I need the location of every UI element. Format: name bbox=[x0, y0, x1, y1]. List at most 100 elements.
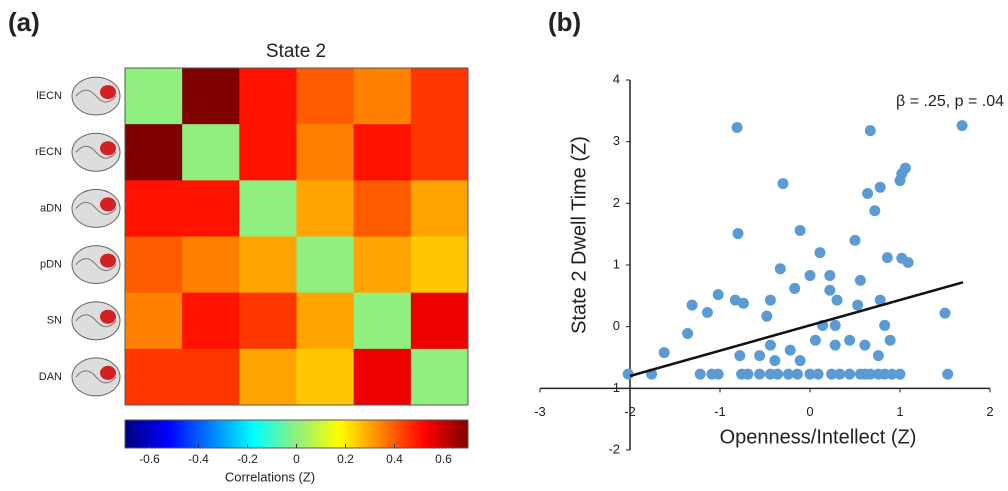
y-tick-label: 1 bbox=[613, 256, 620, 271]
scatter-point bbox=[764, 294, 776, 306]
heatmap-cell bbox=[353, 292, 412, 350]
heatmap-cell bbox=[353, 348, 412, 406]
heatmap-cell bbox=[182, 180, 240, 237]
scatter-point bbox=[886, 368, 898, 380]
scatter-point bbox=[809, 334, 821, 346]
scatter-point bbox=[812, 368, 824, 380]
heatmap-cell bbox=[125, 68, 183, 125]
row-label: rECN bbox=[35, 146, 62, 158]
heatmap-cell bbox=[296, 292, 355, 350]
scatter-point bbox=[829, 339, 841, 351]
x-tick-label: -3 bbox=[534, 404, 546, 419]
x-axis-label: Openness/Intellect (Z) bbox=[720, 426, 917, 448]
matrix-border bbox=[124, 67, 469, 406]
heatmap-cell bbox=[410, 292, 469, 350]
colorbar-tick-label: -0.4 bbox=[188, 452, 209, 466]
scatter-point bbox=[942, 368, 954, 380]
scatter-point bbox=[732, 228, 744, 240]
colorbar-tick-label: 0 bbox=[293, 452, 300, 466]
brain-icon-fold bbox=[75, 145, 117, 159]
colorbar-tick-label: 0.6 bbox=[435, 452, 452, 466]
scatter-point bbox=[859, 339, 871, 351]
x-tick-label: 1 bbox=[896, 404, 903, 419]
scatter-point bbox=[686, 299, 698, 311]
scatter-point bbox=[939, 307, 951, 319]
scatter-point bbox=[852, 299, 864, 311]
colorbar-tick-label: 0.4 bbox=[386, 452, 403, 466]
brain-icon-region bbox=[100, 197, 116, 212]
colorbar-tick-label: -0.2 bbox=[237, 452, 258, 466]
row-label: pDN bbox=[40, 258, 62, 270]
scatter-point bbox=[831, 294, 843, 306]
heatmap-cell bbox=[353, 180, 412, 237]
heatmap-cell bbox=[125, 348, 183, 406]
x-tick-label: -1 bbox=[714, 404, 726, 419]
scatter-point bbox=[864, 368, 876, 380]
row-label: aDN bbox=[40, 202, 62, 214]
scatter-point bbox=[701, 306, 713, 318]
heatmap-cell bbox=[182, 348, 240, 406]
heatmap-cell bbox=[410, 348, 469, 406]
heatmap-cell bbox=[182, 124, 240, 181]
x-tick-label: 2 bbox=[986, 404, 993, 419]
heatmap-cell bbox=[239, 348, 297, 406]
heatmap-cell bbox=[125, 124, 183, 181]
brain-icon-fold bbox=[75, 89, 117, 103]
y-tick-label: -1 bbox=[608, 380, 620, 395]
scatter-point bbox=[884, 334, 896, 346]
heatmap-cell bbox=[353, 68, 412, 125]
scatter-point bbox=[712, 289, 724, 301]
scatter-point bbox=[872, 350, 884, 362]
scatter-point bbox=[777, 178, 789, 190]
scatter-point bbox=[824, 269, 836, 281]
heatmap-cell bbox=[296, 68, 355, 125]
scatter-point bbox=[769, 355, 781, 367]
scatter-point bbox=[854, 274, 866, 286]
chart-title: State 2 bbox=[266, 41, 326, 62]
scatter-point bbox=[956, 120, 968, 132]
panel-label: (b) bbox=[548, 7, 581, 37]
scatter-point bbox=[764, 339, 776, 351]
brain-icon-region bbox=[100, 365, 116, 380]
scatter-point bbox=[804, 269, 816, 281]
heatmap-cell bbox=[182, 292, 240, 350]
scatter-point bbox=[794, 355, 806, 367]
scatter-point bbox=[874, 294, 886, 306]
scatter-point bbox=[754, 368, 766, 380]
heatmap-cell bbox=[125, 292, 183, 350]
heatmap-cell bbox=[410, 68, 469, 125]
scatter-point bbox=[844, 334, 856, 346]
y-tick-label: 0 bbox=[613, 318, 620, 333]
scatter-point bbox=[826, 368, 838, 380]
y-axis-label: State 2 Dwell Time (Z) bbox=[568, 136, 590, 334]
heatmap-cell bbox=[296, 180, 355, 237]
scatter-point bbox=[682, 327, 694, 339]
heatmap-cell bbox=[353, 124, 412, 181]
x-tick-label: -2 bbox=[624, 404, 636, 419]
colorbar-tick-label: 0.2 bbox=[337, 452, 354, 466]
y-tick-label: 2 bbox=[613, 195, 620, 210]
scatter-point bbox=[824, 284, 836, 296]
scatter-point bbox=[814, 247, 826, 259]
heatmap-cell bbox=[182, 236, 240, 294]
heatmap-cell bbox=[239, 180, 297, 237]
row-label: SN bbox=[47, 315, 62, 327]
scatter-point bbox=[844, 368, 856, 380]
brain-icon-region bbox=[100, 141, 116, 156]
heatmap-cell bbox=[410, 124, 469, 181]
scatter-point bbox=[881, 252, 893, 264]
scatter-point bbox=[782, 368, 794, 380]
heatmap-cell bbox=[410, 236, 469, 294]
scatter-point bbox=[874, 181, 886, 193]
scatter-point bbox=[789, 282, 801, 294]
brain-icon-region bbox=[100, 253, 116, 268]
y-tick-label: -2 bbox=[608, 441, 620, 456]
scatter-point bbox=[774, 263, 786, 275]
scatter-point bbox=[754, 350, 766, 362]
scatter-point bbox=[742, 368, 754, 380]
y-tick-label: 4 bbox=[613, 71, 620, 86]
brain-icon-fold bbox=[75, 201, 117, 215]
scatter-point bbox=[862, 187, 874, 199]
scatter-point bbox=[896, 168, 908, 180]
brain-icon-fold bbox=[75, 370, 117, 384]
